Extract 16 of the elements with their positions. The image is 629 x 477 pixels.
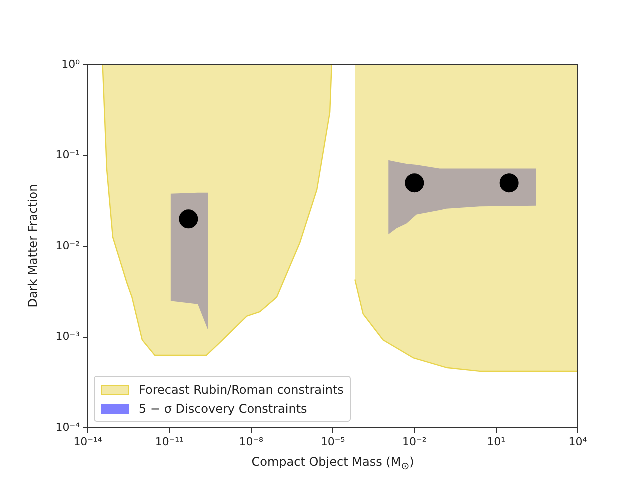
x-tick-label: 10⁻² — [402, 435, 427, 448]
x-axis-title: Compact Object Mass (M$_{⊙}$) — [250, 455, 416, 472]
y-tick-label: 10⁻⁴ — [56, 420, 81, 434]
x-tick-label: 10⁻⁸ — [239, 435, 264, 448]
x-tick-label: 10⁻⁵ — [320, 435, 346, 448]
y-tick-label: 10⁻¹ — [56, 148, 80, 162]
legend-label: 5 − σ Discovery Constraints — [139, 402, 308, 416]
y-tick-label: 10⁻² — [56, 239, 80, 252]
y-tick-label: 10⁰ — [62, 58, 81, 71]
x-tick-label: 10⁴ — [568, 435, 588, 448]
x-tick-label: 10¹ — [487, 435, 506, 448]
x-tick-label: 10⁻¹¹ — [155, 435, 184, 448]
y-axis-title: Dark Matter Fraction — [26, 184, 40, 308]
text: Forecast Rubin/Roman constraints — [139, 382, 344, 396]
x-tick-label: 10⁻¹⁴ — [74, 435, 103, 448]
y-tick-label: 10⁻³ — [56, 330, 80, 344]
